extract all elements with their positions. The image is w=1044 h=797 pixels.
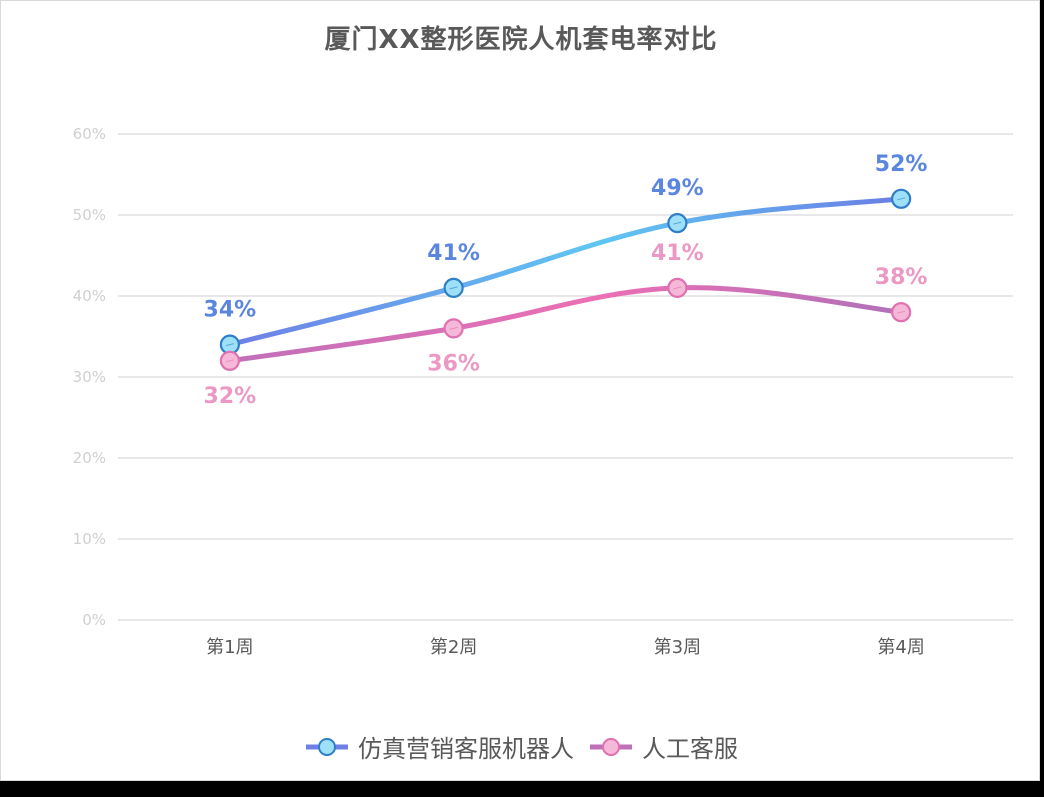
legend-label: 仿真营销客服机器人 — [358, 735, 574, 763]
line-chart: 0% 10% 20% 30% 40% 50% 60% 第1周 第2周 第3周 第4周 34% 41% 49… — [73, 125, 1013, 658]
x-tick-label: 第2周 — [430, 637, 477, 658]
marker-highlight — [449, 286, 458, 290]
y-tick-label: 40% — [73, 287, 106, 305]
data-label: 38% — [875, 265, 928, 290]
marker-highlight — [225, 343, 234, 347]
y-tick-label: 60% — [73, 125, 106, 143]
y-tick-label: 10% — [73, 530, 106, 548]
y-tick-label: 30% — [73, 368, 106, 386]
marker-highlight — [225, 359, 234, 363]
x-tick-label: 第3周 — [654, 637, 701, 658]
series-line — [227, 196, 904, 348]
marker-highlight — [673, 286, 682, 290]
legend-swatch — [306, 737, 348, 756]
legend-marker — [602, 737, 620, 756]
legend-label: 人工客服 — [642, 735, 738, 763]
data-label: 34% — [204, 298, 257, 323]
legend-entry: 仿真营销客服机器人 — [304, 729, 574, 764]
chart-title: 厦门XX整形医院人机套电率对比 — [324, 25, 718, 55]
series-line — [227, 285, 904, 364]
data-label: 41% — [651, 241, 704, 266]
marker-highlight — [897, 310, 906, 314]
data-label: 49% — [651, 176, 704, 201]
y-tick-label: 50% — [73, 206, 106, 224]
x-tick-label: 第1周 — [206, 637, 253, 658]
x-tick-label: 第4周 — [877, 637, 924, 658]
marker-highlight — [897, 197, 906, 201]
marker-highlight — [449, 326, 458, 330]
marker-highlight — [673, 221, 682, 225]
y-tick-label: 0% — [82, 611, 106, 629]
chart-legend: 仿真营销客服机器人 人工客服 — [1, 729, 1041, 764]
chart-card: 厦门XX整形医院人机套电率对比 0% 10% 20% 30% 40% 50% 60% 第1周 第… — [0, 0, 1040, 781]
legend-swatch — [590, 737, 632, 756]
legend-entry: 人工客服 — [588, 729, 738, 764]
data-label: 41% — [427, 241, 480, 266]
legend-marker — [318, 737, 336, 756]
data-label: 52% — [875, 152, 928, 177]
y-tick-label: 20% — [73, 449, 106, 467]
data-label: 36% — [427, 351, 480, 376]
data-label: 32% — [204, 384, 257, 409]
